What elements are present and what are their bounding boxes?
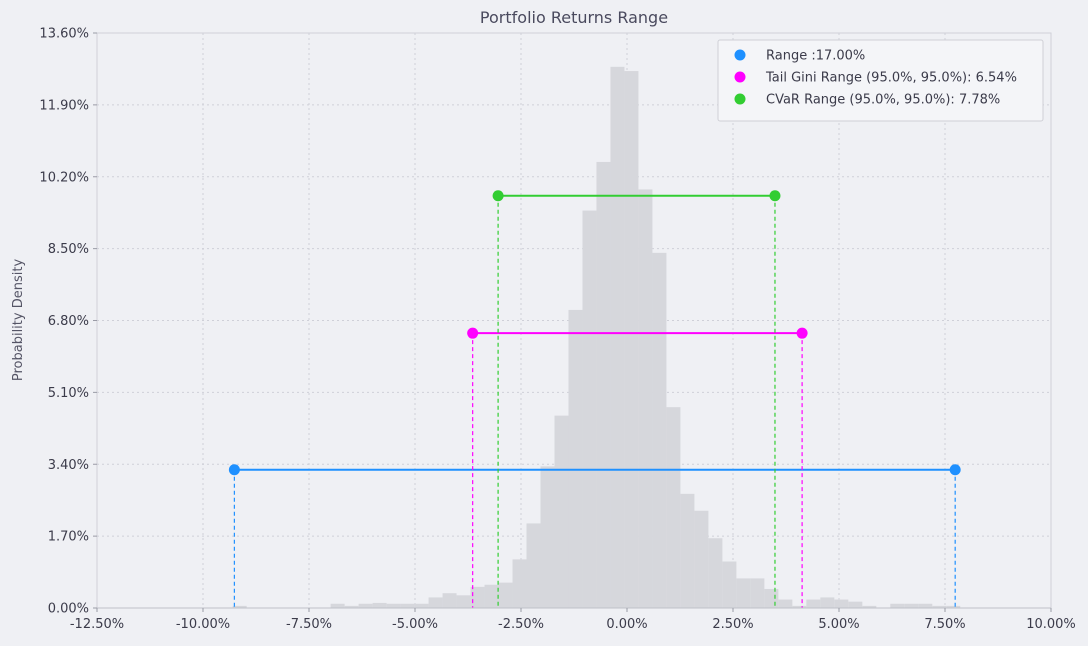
y-axis: 0.00% 1.70% 3.40% 5.10% 6.80% 8.50% 10.20% 11.9… xyxy=(39,27,97,617)
histogram-bar xyxy=(834,599,849,608)
histogram-bar xyxy=(400,603,415,608)
histogram-bar xyxy=(568,309,583,608)
range-point xyxy=(467,327,479,339)
histogram-bar xyxy=(932,605,947,608)
range-point xyxy=(492,190,504,202)
histogram-bar xyxy=(344,605,359,608)
x-tick-label: 2.50% xyxy=(712,617,753,632)
y-tick-label: 1.70% xyxy=(48,530,89,545)
histogram-bar xyxy=(624,71,639,609)
legend-label: Tail Gini Range (95.0%, 95.0%): 6.54% xyxy=(765,71,1017,86)
range-point xyxy=(769,190,781,202)
range-point xyxy=(228,464,240,476)
histogram-bar xyxy=(232,605,247,608)
histogram-bar xyxy=(806,599,821,608)
histogram-bar xyxy=(764,588,779,608)
x-tick-label: -12.50% xyxy=(70,617,124,632)
y-tick-label: 0.00% xyxy=(48,602,89,617)
legend-marker xyxy=(734,93,746,105)
histogram-bar xyxy=(862,605,877,608)
histogram-bar xyxy=(722,561,737,608)
x-tick-label: -7.50% xyxy=(286,617,332,632)
histogram-bar xyxy=(526,523,541,608)
histogram-bar xyxy=(582,210,597,608)
x-tick-label: -10.00% xyxy=(176,617,230,632)
histogram-bar xyxy=(470,586,485,608)
histogram-bar xyxy=(680,493,695,608)
y-tick-label: 13.60% xyxy=(39,27,89,42)
y-tick-label: 5.10% xyxy=(48,386,89,401)
histogram-bar xyxy=(596,161,611,608)
legend: Range :17.00% Tail Gini Range (95.0%, 95.… xyxy=(717,39,1044,122)
histogram-bar xyxy=(484,584,499,608)
histogram-bar xyxy=(666,407,681,608)
histogram-bar xyxy=(512,559,527,608)
histogram-bar xyxy=(638,189,653,608)
y-tick-label: 6.80% xyxy=(48,314,89,329)
histogram-bar xyxy=(386,603,401,608)
histogram-bar xyxy=(652,252,667,608)
histogram-bar xyxy=(792,605,807,608)
legend-marker xyxy=(734,71,746,83)
y-tick-label: 10.20% xyxy=(39,170,89,185)
histogram-bar xyxy=(554,415,569,608)
histogram xyxy=(232,66,961,609)
histogram-bar xyxy=(848,601,863,608)
histogram-bar xyxy=(330,603,345,608)
legend-marker xyxy=(734,49,746,61)
histogram-bar xyxy=(372,602,387,608)
range-point xyxy=(796,327,808,339)
histogram-bar xyxy=(736,578,751,608)
histogram-bar xyxy=(946,605,961,608)
histogram-bar xyxy=(540,466,555,608)
x-tick-label: 7.50% xyxy=(924,617,965,632)
histogram-bar xyxy=(442,593,457,608)
histogram-bar xyxy=(750,578,765,608)
histogram-bar xyxy=(414,603,429,608)
histogram-bar xyxy=(694,510,709,608)
x-tick-label: 0.00% xyxy=(606,617,647,632)
histogram-bar xyxy=(610,66,625,608)
range-point xyxy=(949,464,961,476)
x-axis: -12.50% -10.00% -7.50% -5.00% -2.50% 0.00% 2.5… xyxy=(70,607,1076,632)
y-tick-label: 8.50% xyxy=(48,242,89,257)
x-tick-label: 10.00% xyxy=(1026,617,1076,632)
chart-title: Portfolio Returns Range xyxy=(480,8,668,27)
range-series xyxy=(228,190,961,608)
histogram-bar xyxy=(778,599,793,608)
histogram-bar xyxy=(820,597,835,608)
histogram-bar xyxy=(456,595,471,608)
legend-label: CVaR Range (95.0%, 95.0%): 7.78% xyxy=(766,93,1000,108)
histogram-bar xyxy=(358,603,373,608)
y-axis-label: Probability Density xyxy=(11,259,26,382)
x-tick-label: 5.00% xyxy=(818,617,859,632)
histogram-bar xyxy=(428,597,443,608)
y-tick-label: 3.40% xyxy=(48,458,89,473)
x-tick-label: -5.00% xyxy=(392,617,438,632)
histogram-bar xyxy=(708,538,723,608)
histogram-bar xyxy=(904,603,919,608)
histogram-bar xyxy=(498,582,513,608)
grid xyxy=(97,32,1052,608)
histogram-bar xyxy=(918,603,933,608)
x-tick-label: -2.50% xyxy=(498,617,544,632)
y-tick-label: 11.90% xyxy=(39,98,89,113)
legend-box xyxy=(717,39,1044,122)
histogram-bar xyxy=(890,603,905,608)
legend-label: Range :17.00% xyxy=(766,49,865,64)
